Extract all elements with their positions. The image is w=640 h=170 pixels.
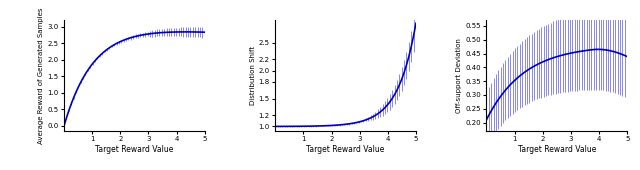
X-axis label: Target Reward Value: Target Reward Value xyxy=(307,145,385,154)
X-axis label: Target Reward Value: Target Reward Value xyxy=(518,145,596,154)
Y-axis label: Average Reward of Generated Samples: Average Reward of Generated Samples xyxy=(38,7,44,144)
Y-axis label: Off-support Deviation: Off-support Deviation xyxy=(456,38,462,113)
X-axis label: Target Reward Value: Target Reward Value xyxy=(95,145,173,154)
Y-axis label: Distribution Shift: Distribution Shift xyxy=(250,46,255,105)
